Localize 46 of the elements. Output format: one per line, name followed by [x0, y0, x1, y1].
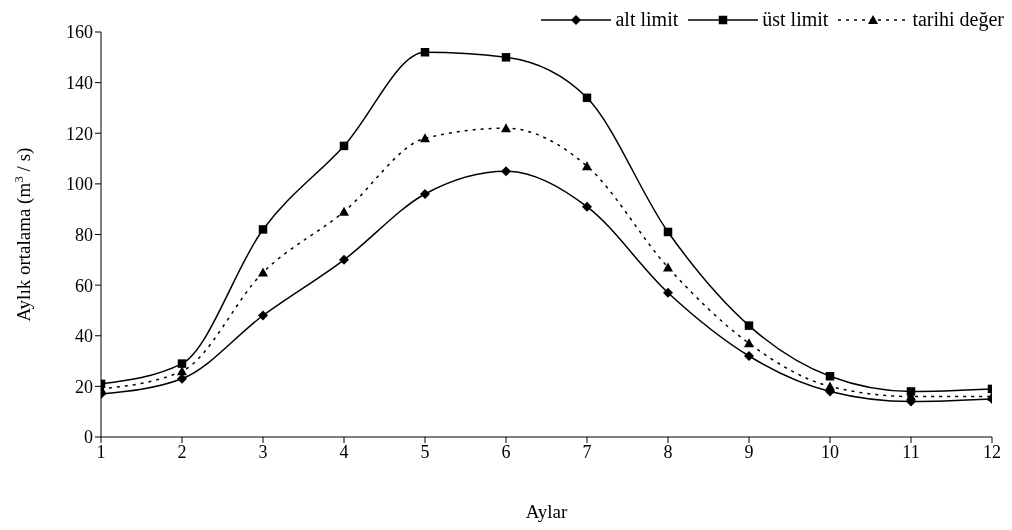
point	[744, 351, 754, 361]
x-tick-label: 12	[983, 441, 1001, 462]
point	[501, 53, 511, 62]
point	[582, 201, 592, 212]
point	[825, 372, 835, 381]
y-tick-label: 60	[75, 275, 93, 296]
x-tick-label: 10	[821, 441, 839, 462]
point	[501, 166, 511, 177]
x-tick-label: 1	[96, 441, 106, 462]
point	[177, 366, 187, 376]
x-tick-label: 5	[420, 441, 430, 462]
y-tick-label: 0	[84, 427, 93, 448]
y-tick-label: 140	[66, 73, 93, 94]
x-tick-label: 2	[177, 441, 187, 462]
point	[339, 254, 349, 265]
point	[582, 161, 592, 171]
point	[420, 133, 430, 143]
x-tick-label: 8	[663, 441, 673, 462]
y-tick-label: 120	[66, 123, 93, 144]
y-tick-label: 20	[75, 376, 93, 397]
point	[420, 189, 430, 199]
y-tick-label: 160	[66, 22, 93, 43]
x-tick-label: 3	[258, 441, 268, 462]
legend-label: üst limit	[762, 8, 829, 31]
x-axis-title: Aylar	[525, 501, 568, 522]
y-tick-label: 80	[75, 224, 93, 245]
point	[825, 381, 835, 391]
point	[420, 48, 430, 57]
x-tick-label: 7	[582, 441, 592, 462]
point	[339, 206, 349, 216]
point	[663, 262, 673, 272]
point	[501, 123, 511, 133]
point	[663, 287, 673, 298]
point	[258, 225, 268, 234]
x-tick-label: 4	[339, 441, 349, 462]
point	[744, 321, 754, 330]
y-tick-label: 100	[66, 174, 93, 195]
point	[177, 359, 187, 368]
legend-label: tarihi değer	[912, 8, 1004, 31]
point	[258, 310, 268, 321]
x-tick-label: 6	[501, 441, 511, 462]
x-tick-label: 9	[744, 441, 754, 462]
x-tick-label: 11	[902, 441, 920, 462]
legend-label: alt limit	[615, 8, 679, 31]
point	[744, 338, 754, 348]
y-tick-label: 40	[75, 326, 93, 347]
